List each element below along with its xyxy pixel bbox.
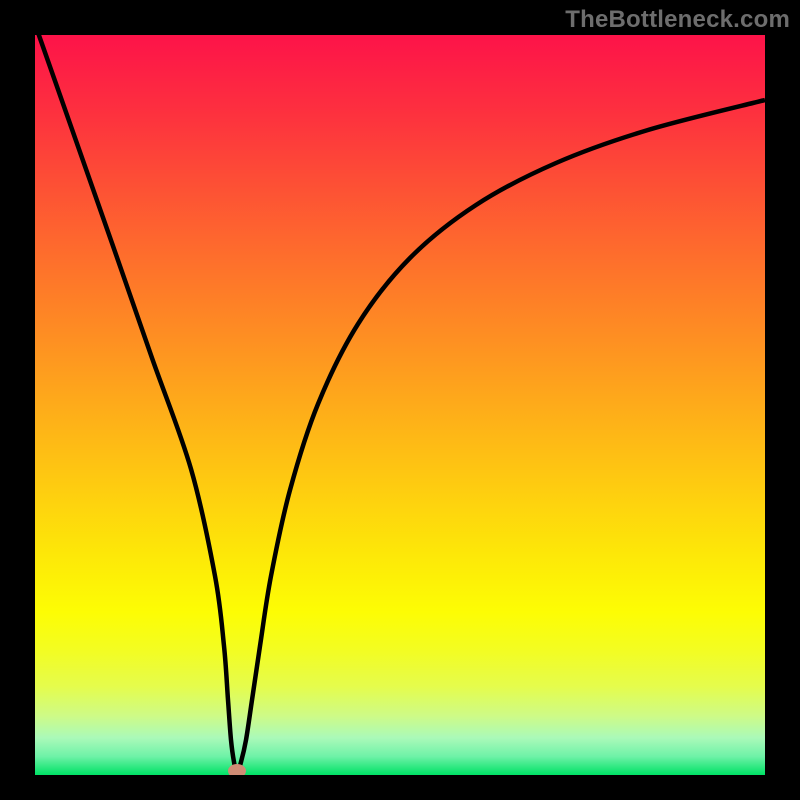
- chart-frame: TheBottleneck.com: [0, 0, 800, 800]
- optimum-marker: [228, 764, 246, 778]
- bottleneck-curve-plot: [0, 0, 800, 800]
- gradient-background: [35, 35, 765, 775]
